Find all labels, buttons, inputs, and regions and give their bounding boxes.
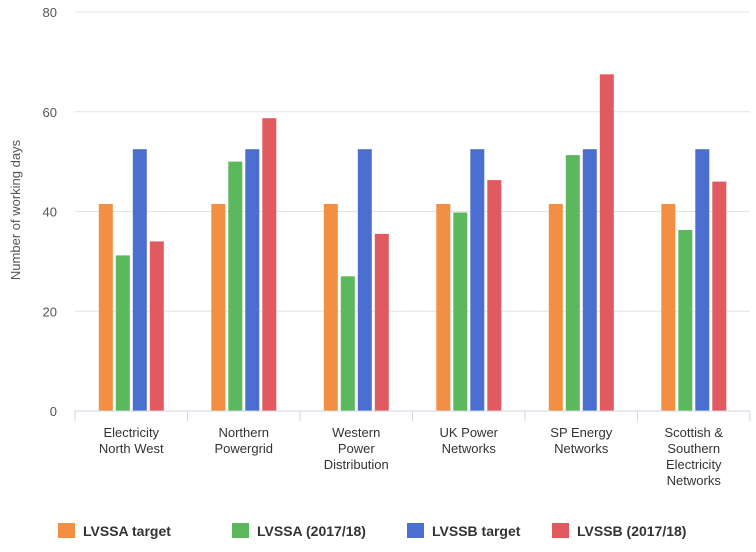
bar <box>374 233 389 411</box>
category-label-line: Power <box>338 441 376 456</box>
legend: LVSSA target LVSSA (2017/18) LVSSB target L… <box>58 523 686 539</box>
bar <box>115 255 130 411</box>
grid-lines <box>75 11 750 312</box>
legend-swatch <box>232 523 249 538</box>
bar <box>340 276 355 411</box>
bar <box>599 74 614 412</box>
y-axis-title: Number of working days <box>8 139 23 280</box>
category-label: Electricity North West <box>99 425 164 456</box>
y-tick-label: 80 <box>43 5 57 20</box>
category-label-line: SP Energy <box>550 425 612 440</box>
category-label-line: Southern <box>667 441 720 456</box>
category-label-line: Networks <box>554 441 609 456</box>
legend-label: LVSSB (2017/18) <box>577 523 686 539</box>
category-label-line: Distribution <box>324 457 389 472</box>
y-tick-label: 40 <box>43 205 57 220</box>
bar <box>245 149 260 411</box>
category-label-line: North West <box>99 441 164 456</box>
category-label: Western Power Distribution <box>324 425 389 472</box>
bar <box>661 204 676 411</box>
bar <box>565 155 580 411</box>
category-label-line: UK Power <box>439 425 498 440</box>
category-label: UK Power Networks <box>439 425 498 456</box>
bar <box>262 118 277 411</box>
bar <box>453 212 468 411</box>
bar <box>436 204 451 411</box>
bar <box>149 241 164 411</box>
bar <box>323 204 338 411</box>
legend-swatch <box>552 523 569 538</box>
bar <box>695 149 710 411</box>
y-tick-label: 20 <box>43 304 57 319</box>
y-axis-ticks: 0 20 40 60 80 <box>43 5 57 419</box>
legend-label: LVSSB target <box>432 523 521 539</box>
x-axis <box>74 410 751 421</box>
category-label-line: Electricity <box>103 425 159 440</box>
category-label-line: Networks <box>442 441 497 456</box>
bar <box>228 161 243 411</box>
category-label-line: Western <box>332 425 380 440</box>
category-label: SP Energy Networks <box>550 425 612 456</box>
category-label-line: Electricity <box>666 457 722 472</box>
legend-label: LVSSA (2017/18) <box>257 523 366 539</box>
bar <box>582 149 597 411</box>
bar <box>470 149 485 411</box>
category-label: Scottish & Southern Electricity Networks <box>664 425 723 488</box>
legend-swatch <box>407 523 424 538</box>
bars <box>98 74 727 412</box>
category-label-line: Networks <box>667 473 722 488</box>
bar <box>548 204 563 411</box>
y-tick-label: 60 <box>43 105 57 120</box>
bar <box>211 204 226 411</box>
category-label-line: Northern <box>218 425 269 440</box>
bar <box>357 149 372 411</box>
y-tick-label: 0 <box>50 404 57 419</box>
bar <box>132 149 147 411</box>
category-label: Northern Powergrid <box>214 425 273 456</box>
category-label-line: Powergrid <box>214 441 273 456</box>
bar <box>678 230 693 411</box>
bar <box>98 204 113 411</box>
legend-label: LVSSA target <box>83 523 171 539</box>
legend-swatch <box>58 523 75 538</box>
bar <box>487 180 502 411</box>
bar <box>712 181 727 411</box>
category-label-line: Scottish & <box>664 425 723 440</box>
